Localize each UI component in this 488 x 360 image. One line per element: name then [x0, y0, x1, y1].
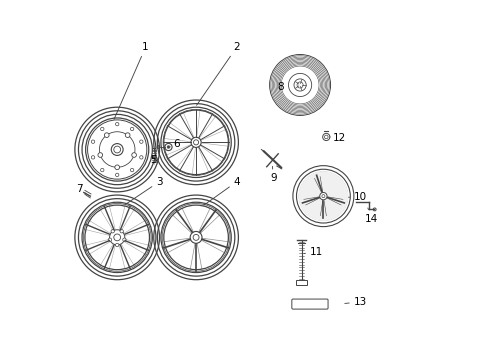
Circle shape: [130, 168, 134, 172]
Text: 12: 12: [329, 133, 346, 143]
Text: 10: 10: [348, 192, 366, 202]
Text: 14: 14: [365, 208, 378, 224]
Circle shape: [91, 156, 95, 159]
Circle shape: [91, 140, 95, 143]
Circle shape: [98, 153, 102, 157]
Text: 3: 3: [125, 177, 162, 204]
Text: 11: 11: [304, 247, 322, 257]
FancyBboxPatch shape: [291, 299, 327, 309]
Circle shape: [101, 168, 104, 172]
Circle shape: [140, 140, 143, 143]
Text: 1: 1: [114, 42, 148, 120]
Circle shape: [122, 238, 126, 242]
Circle shape: [167, 145, 169, 148]
Circle shape: [130, 127, 134, 131]
Circle shape: [288, 73, 311, 96]
Text: 4: 4: [203, 177, 240, 205]
Text: 9: 9: [269, 166, 276, 183]
Circle shape: [307, 303, 310, 306]
Text: 5: 5: [150, 155, 157, 165]
Circle shape: [140, 156, 143, 159]
Circle shape: [164, 143, 172, 150]
Circle shape: [108, 238, 111, 242]
Circle shape: [115, 243, 119, 247]
Text: 6: 6: [169, 139, 179, 149]
Circle shape: [111, 230, 114, 233]
Circle shape: [322, 134, 329, 140]
Circle shape: [131, 153, 136, 157]
Circle shape: [301, 303, 304, 306]
Text: 8: 8: [277, 82, 283, 92]
Circle shape: [115, 165, 119, 170]
Circle shape: [115, 122, 119, 126]
FancyBboxPatch shape: [296, 280, 306, 285]
Text: 13: 13: [344, 297, 366, 307]
Circle shape: [319, 193, 326, 200]
Circle shape: [101, 127, 104, 131]
Circle shape: [313, 303, 316, 306]
Circle shape: [294, 303, 297, 306]
Circle shape: [104, 133, 109, 138]
Text: 7: 7: [76, 184, 86, 194]
Circle shape: [125, 133, 130, 138]
Circle shape: [120, 230, 123, 233]
Circle shape: [115, 173, 119, 177]
Text: 2: 2: [196, 42, 240, 105]
Circle shape: [298, 171, 347, 221]
Circle shape: [320, 303, 323, 306]
